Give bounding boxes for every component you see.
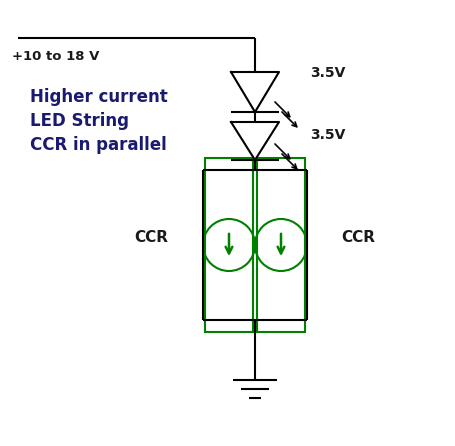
Bar bbox=[205, 158, 253, 332]
Text: LED String: LED String bbox=[30, 112, 129, 130]
Text: Higher current: Higher current bbox=[30, 88, 168, 106]
Text: CCR: CCR bbox=[134, 230, 168, 244]
Bar bbox=[257, 158, 305, 332]
Text: +10 to 18 V: +10 to 18 V bbox=[12, 50, 99, 63]
Text: 3.5V: 3.5V bbox=[310, 128, 345, 142]
Text: CCR: CCR bbox=[341, 230, 375, 244]
Text: CCR in parallel: CCR in parallel bbox=[30, 136, 167, 154]
Text: 3.5V: 3.5V bbox=[310, 66, 345, 80]
